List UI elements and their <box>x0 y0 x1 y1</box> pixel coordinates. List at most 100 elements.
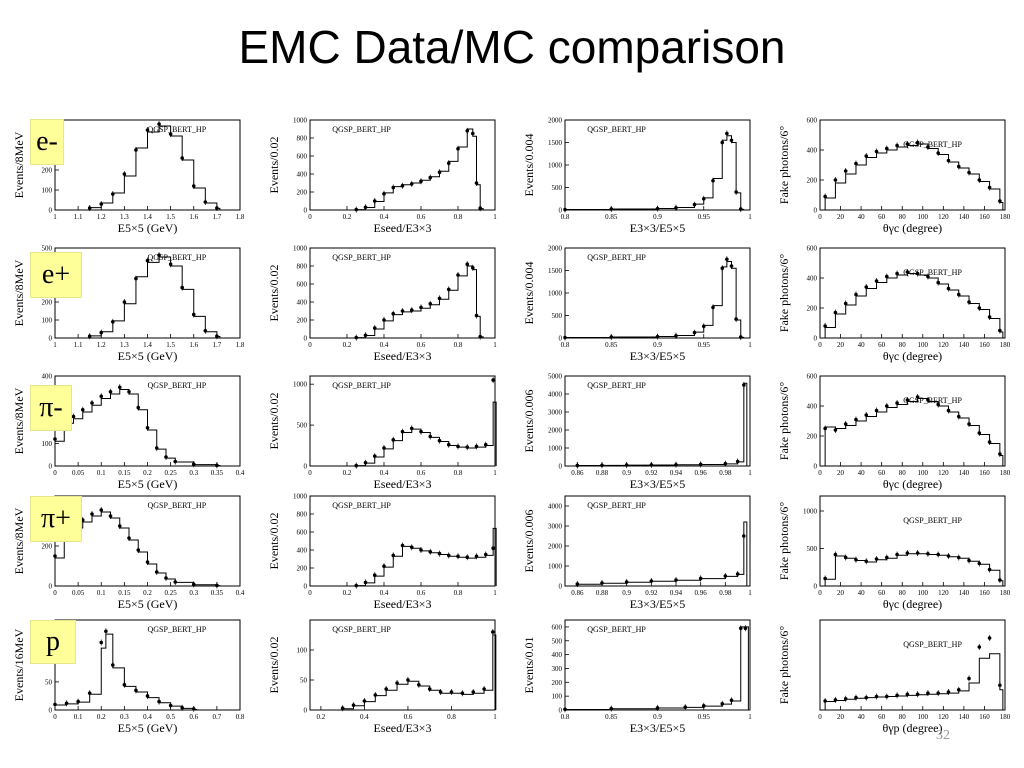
x-tick-label: 0.92 <box>645 469 658 477</box>
y-tick-label: 200 <box>552 679 563 687</box>
y-tick-label: 0 <box>814 207 818 215</box>
x-axis-label: Eseed/E3×3 <box>373 221 431 235</box>
x-tick-label: 0.88 <box>596 589 609 597</box>
plot-r1-c3: 0 20 40 60 80 100 120 140 160 180 0 200 400 600 θγc (d… <box>775 240 1015 368</box>
y-tick-label: 400 <box>297 171 308 179</box>
y-axis-label: Events/0.006 <box>522 510 536 573</box>
plot-frame <box>819 619 1006 711</box>
y-tick-label: 2000 <box>548 427 563 435</box>
y-tick-label: 1000 <box>293 493 308 501</box>
x-tick-label: 180 <box>1000 341 1011 349</box>
x-tick-label: 0.5 <box>166 713 175 721</box>
plot-svg: 11.11.21.31.41.51.61.71.8010020030040050… <box>12 245 245 364</box>
x-tick-label: 1.8 <box>236 341 245 349</box>
x-axis-label: θγc (degree) <box>883 477 942 491</box>
y-tick-label: 600 <box>297 153 308 161</box>
data-point <box>854 417 858 422</box>
y-tick-label: 50 <box>45 678 53 686</box>
x-tick-label: 1.8 <box>236 213 245 221</box>
data-point <box>864 154 869 158</box>
particle-label-e-minus: e- <box>30 119 64 165</box>
data-point <box>104 629 108 634</box>
y-tick-label: 0 <box>49 707 53 715</box>
sim-label: QGSP_BERT_HP <box>903 140 962 149</box>
x-tick-label: 0 <box>818 341 822 349</box>
mc-histogram <box>355 128 484 211</box>
sim-label: QGSP_BERT_HP <box>148 253 207 262</box>
data-point <box>108 389 113 394</box>
x-axis-label: θγc (degree) <box>883 221 942 235</box>
x-axis-label: E3×3/E5×5 <box>630 349 686 363</box>
x-tick-label: 1.6 <box>189 341 198 349</box>
x-axis-label: E5×5 (GeV) <box>118 477 178 491</box>
x-tick-label: 0.96 <box>695 589 708 597</box>
mc-histogram <box>355 401 497 467</box>
y-tick-label: 400 <box>807 147 818 155</box>
x-tick-label: 100 <box>918 469 929 477</box>
x-tick-label: 0 <box>308 469 312 477</box>
y-tick-label: 200 <box>297 317 308 325</box>
x-tick-label: 0.25 <box>165 469 178 477</box>
sim-label: QGSP_BERT_HP <box>587 501 646 510</box>
data-point <box>117 385 122 390</box>
y-tick-label: 200 <box>807 305 818 313</box>
x-tick-label: 160 <box>979 213 990 221</box>
y-tick-label: 200 <box>42 167 53 175</box>
x-tick-label: 0 <box>308 589 312 597</box>
data-point <box>725 131 729 136</box>
plot-svg: 0 20 40 60 80 100 120 140 160 180 θγp (degree) Fake… <box>777 619 1011 735</box>
x-tick-label: 0.4 <box>236 589 245 597</box>
x-tick-label: 180 <box>1000 213 1011 221</box>
data-point <box>833 428 838 432</box>
y-axis-label: Events/0.02 <box>267 393 281 450</box>
x-tick-label: 120 <box>938 589 949 597</box>
y-axis-label: Fake photons/6° <box>777 126 791 205</box>
data-point <box>99 640 104 645</box>
x-tick-label: 0.85 <box>605 213 618 221</box>
x-tick-label: 0.8 <box>454 589 463 597</box>
y-axis-label: Events/0.02 <box>267 637 281 694</box>
x-axis-label: E3×3/E5×5 <box>630 597 686 611</box>
x-tick-label: 0.98 <box>719 589 732 597</box>
y-tick-label: 1000 <box>293 245 308 253</box>
y-axis-label: Events/8MeV <box>12 507 26 574</box>
y-tick-label: 500 <box>297 422 308 430</box>
y-axis-label: Events/0.01 <box>522 637 536 694</box>
data-point <box>145 128 150 132</box>
x-tick-label: 80 <box>899 213 907 221</box>
x-axis-label: E5×5 (GeV) <box>118 349 178 363</box>
x-axis-label: E5×5 (GeV) <box>118 221 178 235</box>
y-tick-label: 0 <box>559 583 563 591</box>
y-axis-label: Events/8MeV <box>12 131 26 198</box>
x-tick-label: 140 <box>959 713 970 721</box>
y-tick-label: 0 <box>559 335 563 343</box>
y-axis-label: Events/0.004 <box>522 262 536 325</box>
x-tick-label: 20 <box>837 713 845 721</box>
plot-r0-c2: 0.8 0.85 0.9 0.95 1 0 500 1000 1500 2000 E3×3/E5×5… <box>520 112 760 240</box>
x-axis-label: Eseed/E3×3 <box>373 597 431 611</box>
y-tick-label: 100 <box>552 693 563 701</box>
x-axis-label: E3×3/E5×5 <box>630 477 686 491</box>
x-tick-label: 1 <box>493 341 497 349</box>
x-tick-label: 60 <box>878 469 886 477</box>
x-tick-label: 120 <box>938 469 949 477</box>
y-tick-label: 0 <box>814 583 818 591</box>
y-tick-label: 100 <box>42 440 53 448</box>
data-point <box>122 300 127 304</box>
x-axis-label: E3×3/E5×5 <box>630 721 686 735</box>
y-tick-label: 2000 <box>548 543 563 551</box>
y-tick-label: 0 <box>304 583 308 591</box>
plot-frame <box>564 495 751 587</box>
x-tick-label: 0.4 <box>380 469 389 477</box>
y-tick-label: 1000 <box>548 563 563 571</box>
x-tick-label: 0.35 <box>211 469 224 477</box>
x-tick-label: 20 <box>837 341 845 349</box>
sim-label: QGSP_BERT_HP <box>148 381 207 390</box>
x-tick-label: 1.4 <box>143 213 152 221</box>
mc-histogram <box>564 626 749 710</box>
y-tick-label: 500 <box>552 184 563 192</box>
x-tick-label: 0.2 <box>143 469 152 477</box>
plot-svg: 0.8 0.85 0.9 0.95 1 0 500 1000 1500 2000 E3×3/E5×5… <box>522 245 752 364</box>
y-tick-label: 50 <box>300 677 308 685</box>
x-tick-label: 40 <box>858 213 866 221</box>
